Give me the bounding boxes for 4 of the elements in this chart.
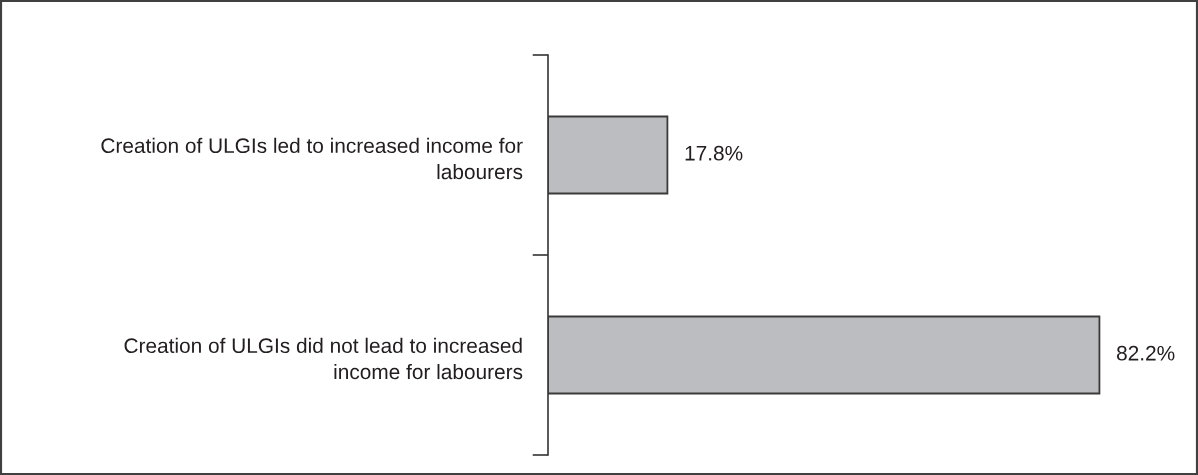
data-label: 17.8% (685, 145, 743, 161)
y-tick-label: Creation of ULGIs did not lead to increased income for labourers (124, 337, 523, 380)
data-label: 82.2% (1117, 345, 1175, 361)
y-tick-label: Creation of ULGIs led to increased income for labourers (101, 137, 523, 180)
